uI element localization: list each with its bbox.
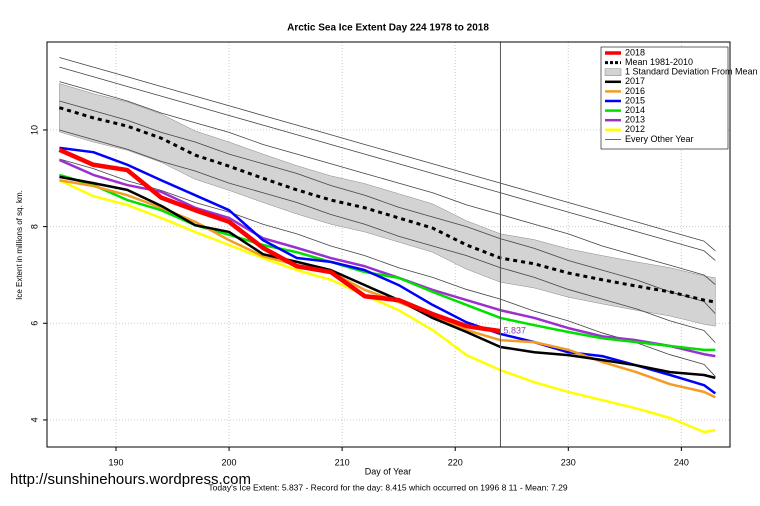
series-line — [58, 179, 716, 434]
series-line — [59, 106, 716, 304]
watermark: http://sunshinehours.wordpress.com — [10, 471, 251, 488]
legend-label: Mean 1981-2010 — [625, 57, 693, 67]
year-line — [59, 81, 716, 285]
legend-label: 2016 — [625, 86, 645, 96]
plot-frame — [46, 41, 731, 448]
legend-swatch — [604, 68, 622, 76]
legend-label: 2012 — [625, 124, 645, 134]
x-tick-label: 190 — [108, 457, 123, 467]
y-tick-label: 6 — [29, 321, 39, 326]
legend-label: 2018 — [625, 47, 645, 57]
footer: Today's Ice Extent: 5.837 - Record for t… — [208, 482, 567, 492]
legend-label: 2015 — [625, 95, 645, 105]
annotation: 5.837 — [503, 326, 526, 336]
std-band — [59, 83, 716, 327]
x-tick-label: 240 — [674, 457, 689, 467]
chart-title: Arctic Sea Ice Extent Day 224 1978 to 20… — [287, 23, 489, 34]
legend-label: 2017 — [625, 76, 645, 86]
y-tick-label: 10 — [29, 125, 39, 135]
x-tick-label: 230 — [561, 457, 576, 467]
legend-label: 2013 — [625, 115, 645, 125]
x-axis-label: Day of Year — [365, 466, 412, 476]
y-tick-label: 4 — [29, 417, 39, 422]
legend-label: Every Other Year — [625, 134, 694, 144]
year-line — [59, 57, 716, 252]
legend-label: 2014 — [625, 105, 645, 115]
x-tick-label: 210 — [335, 457, 350, 467]
y-axis-label: Ice Extent in millions of sq. km. — [15, 190, 24, 300]
series-line — [58, 147, 501, 334]
year-line — [59, 66, 716, 261]
legend-box — [600, 46, 729, 150]
year-line — [59, 100, 716, 314]
y-tick-label: 8 — [29, 224, 39, 229]
series-line — [59, 173, 716, 352]
x-tick-label: 220 — [448, 457, 463, 467]
x-tick-label: 200 — [222, 457, 237, 467]
series-line — [59, 146, 717, 395]
year-line — [59, 129, 716, 343]
legend-label: 1 Standard Deviation From Mean — [625, 67, 758, 77]
